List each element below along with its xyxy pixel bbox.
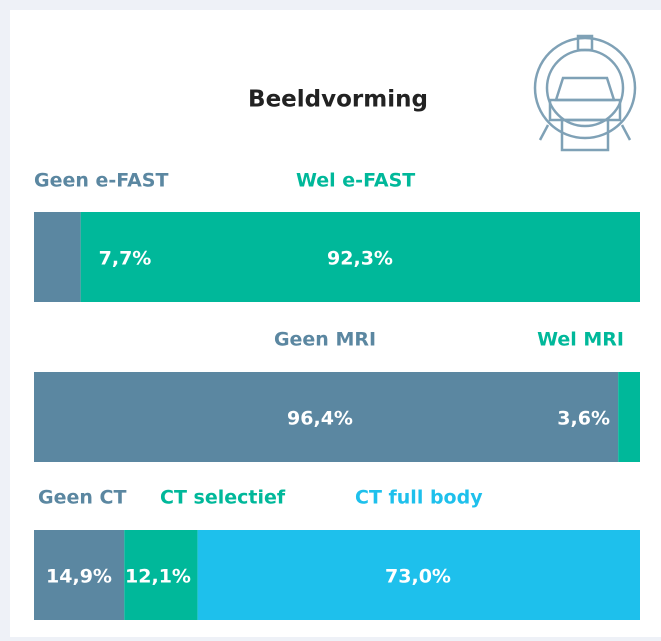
legend-label: Wel e-FAST <box>296 170 415 192</box>
value-label: 96,4% <box>287 408 353 430</box>
bar-segment <box>197 530 640 620</box>
title: Beeldvorming <box>248 87 428 113</box>
legend-label: CT selectief <box>160 487 286 509</box>
bar-segment <box>80 212 641 302</box>
mri-icon <box>533 34 637 152</box>
value-label: 92,3% <box>327 248 393 270</box>
legend-label: Geen CT <box>38 487 126 509</box>
legend-label: CT full body <box>355 487 483 509</box>
bar-segment <box>124 530 198 620</box>
bar-segment <box>34 530 125 620</box>
legend-label: Geen MRI <box>274 329 376 351</box>
value-label: 73,0% <box>385 566 451 588</box>
bar-segment <box>618 372 640 462</box>
legend-label: Geen e-FAST <box>34 170 168 192</box>
value-label: 12,1% <box>125 566 191 588</box>
value-label: 14,9% <box>46 566 112 588</box>
value-label: 3,6% <box>557 408 610 430</box>
bar-segment <box>34 372 619 462</box>
bar-segment <box>34 212 81 302</box>
legend-label: Wel MRI <box>537 329 624 351</box>
value-label: 7,7% <box>99 248 152 270</box>
